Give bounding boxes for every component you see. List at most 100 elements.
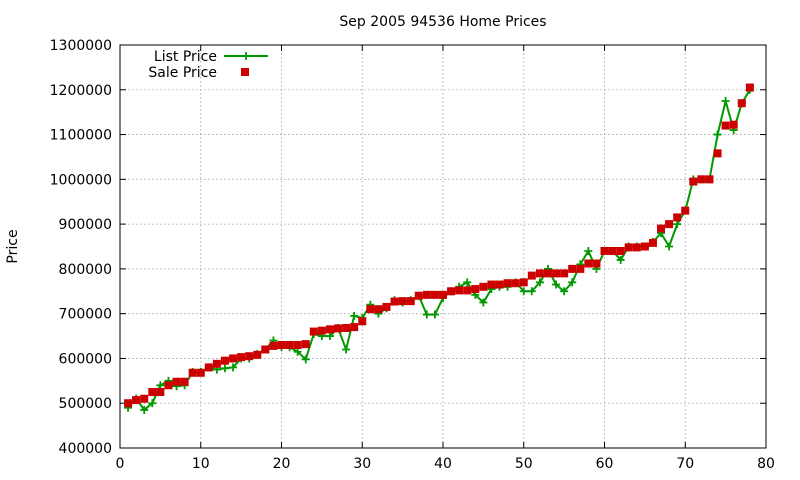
sale-price-point xyxy=(673,213,682,222)
list-price-point xyxy=(463,278,472,287)
sale-price-point xyxy=(164,381,173,390)
sale-price-point xyxy=(737,99,746,108)
sale-price-point xyxy=(519,278,528,287)
x-tick-label: 10 xyxy=(192,456,210,472)
sale-price-point xyxy=(301,340,310,349)
list-price-point xyxy=(527,287,536,296)
sale-price-point xyxy=(543,269,552,278)
sale-price-point xyxy=(447,287,456,296)
sale-price-point xyxy=(608,246,617,255)
y-axis-title: Price xyxy=(5,229,21,263)
sale-price-point xyxy=(382,302,391,311)
sale-price-point xyxy=(156,388,165,397)
list-price-point xyxy=(325,332,334,341)
sale-price-point xyxy=(713,149,722,158)
y-tick-label: 400000 xyxy=(59,441,112,457)
sale-price-point xyxy=(358,317,367,326)
x-tick-label: 30 xyxy=(353,456,371,472)
legend-marker-sale-price xyxy=(241,68,249,76)
sale-price-point xyxy=(220,356,229,365)
sale-price-point xyxy=(237,353,246,362)
x-tick-label: 60 xyxy=(596,456,614,472)
y-tick-label: 1300000 xyxy=(50,38,112,54)
list-price-point xyxy=(665,242,674,251)
sale-price-point xyxy=(592,259,601,268)
list-price-point xyxy=(140,405,149,414)
y-tick-label: 800000 xyxy=(59,262,112,278)
sale-price-point xyxy=(342,323,351,332)
list-price-point xyxy=(673,220,682,229)
sale-price-point xyxy=(648,238,657,247)
sale-price-point xyxy=(334,324,343,333)
sale-price-point xyxy=(204,363,213,372)
list-price-point xyxy=(430,310,439,319)
list-price-point xyxy=(713,130,722,139)
x-tick-label: 70 xyxy=(676,456,694,472)
sale-price-point xyxy=(511,279,520,288)
list-price-point xyxy=(479,298,488,307)
sale-price-point xyxy=(576,264,585,273)
x-tick-label: 80 xyxy=(757,456,775,472)
y-tick-label: 600000 xyxy=(59,351,112,367)
sale-price-point xyxy=(390,297,399,306)
list-price-point xyxy=(422,310,431,319)
sale-price-point xyxy=(584,259,593,268)
list-price-point xyxy=(568,278,577,287)
sale-price-point xyxy=(624,243,633,252)
sale-price-point xyxy=(261,345,270,354)
grid xyxy=(120,45,766,448)
sale-price-point xyxy=(487,280,496,289)
sale-price-point xyxy=(455,286,464,295)
sale-price-point xyxy=(350,323,359,332)
sale-price-point xyxy=(196,368,205,377)
sale-price-point xyxy=(269,341,278,350)
sale-price-point xyxy=(665,220,674,229)
y-tick-label: 1100000 xyxy=(50,128,112,144)
sale-price-point xyxy=(285,341,294,350)
sale-price-point xyxy=(600,246,609,255)
list-price-point xyxy=(519,287,528,296)
list-price-point xyxy=(552,280,561,289)
sale-price-point xyxy=(172,377,181,386)
list-price-point xyxy=(350,311,359,320)
y-tick-label: 900000 xyxy=(59,217,112,233)
sale-price-point xyxy=(632,243,641,252)
sale-price-point xyxy=(124,399,133,408)
list-price-point xyxy=(229,363,238,372)
sale-price-point xyxy=(527,271,536,280)
sale-price-point xyxy=(439,290,447,299)
sale-price-point xyxy=(721,121,730,130)
list-price-point xyxy=(721,96,730,105)
sale-price-point xyxy=(495,280,504,289)
sale-price-point xyxy=(309,327,318,336)
sale-price-point xyxy=(317,326,326,335)
sale-price-point xyxy=(229,354,238,363)
sale-price-point xyxy=(245,352,254,361)
sale-price-point xyxy=(430,290,439,299)
sale-price-point xyxy=(188,368,197,377)
sale-price-point xyxy=(535,269,544,278)
y-tick-label: 700000 xyxy=(59,307,112,323)
sale-price-point xyxy=(414,291,423,300)
sale-price-point xyxy=(729,120,738,129)
sale-price-point xyxy=(689,177,698,186)
sale-price-point xyxy=(503,279,512,288)
list-price-point xyxy=(535,278,544,287)
sale-price-point xyxy=(406,297,415,306)
legend-label-sale-price: Sale Price xyxy=(148,65,217,81)
series xyxy=(124,83,754,414)
legend-label-list-price: List Price xyxy=(154,49,217,65)
sale-price-point xyxy=(697,175,706,184)
sale-price-point xyxy=(471,285,480,294)
y-tick-label: 500000 xyxy=(59,396,112,412)
list-price-point xyxy=(342,345,351,354)
sale-price-point xyxy=(657,224,666,233)
list-price-point xyxy=(584,246,593,255)
sale-price-point xyxy=(293,341,302,350)
sale-price-point xyxy=(681,206,690,215)
sale-price-point xyxy=(568,264,577,273)
sale-price-point xyxy=(745,83,754,92)
sale-price-point xyxy=(616,246,625,255)
sale-price-point xyxy=(277,341,286,350)
